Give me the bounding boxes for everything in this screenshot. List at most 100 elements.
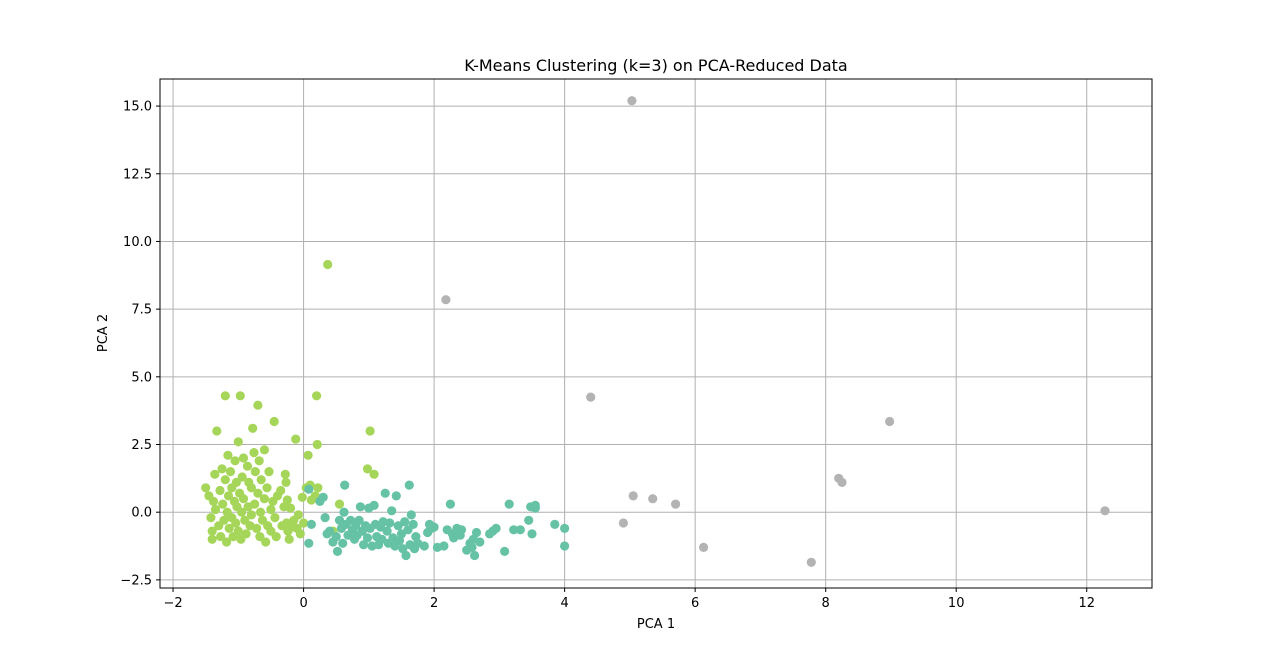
x-tick-label: 8 [822, 596, 830, 611]
data-point [281, 477, 291, 487]
data-point [252, 523, 262, 534]
data-point [318, 492, 328, 502]
data-point [246, 510, 256, 520]
data-point [509, 525, 519, 535]
data-point [238, 453, 249, 463]
data-point [339, 507, 349, 517]
data-point [475, 537, 485, 547]
data-point [238, 494, 249, 504]
data-point [524, 515, 534, 525]
data-point [306, 519, 316, 530]
data-point [627, 96, 637, 106]
data-point [212, 426, 222, 436]
data-point [380, 488, 390, 498]
data-point [285, 503, 296, 513]
data-point [299, 518, 309, 528]
data-point [303, 450, 313, 460]
x-tick-label: 12 [1078, 596, 1095, 611]
data-point [530, 503, 540, 513]
data-point [586, 392, 596, 402]
data-point [387, 506, 397, 516]
data-point [439, 541, 449, 551]
data-point [280, 469, 290, 479]
data-point [230, 456, 240, 466]
data-point [408, 519, 418, 530]
data-point [255, 507, 266, 517]
data-point [355, 502, 365, 512]
data-point [233, 437, 243, 447]
data-point [369, 500, 379, 510]
data-point [806, 557, 816, 567]
data-point [297, 492, 307, 502]
data-point [231, 477, 241, 487]
x-tick-label: 2 [430, 596, 438, 611]
data-point [340, 480, 350, 490]
cluster-series-0 [201, 259, 379, 547]
grid-lines [160, 79, 1152, 588]
data-point [323, 259, 333, 270]
data-point [271, 532, 281, 542]
data-point [259, 445, 269, 455]
y-tick-label: 12.5 [123, 167, 152, 182]
data-point [885, 416, 895, 427]
data-point [253, 488, 263, 498]
data-point [504, 499, 514, 509]
data-point [515, 525, 525, 535]
data-point [259, 494, 269, 504]
data-point [359, 540, 369, 550]
data-point [391, 491, 401, 501]
data-point [237, 507, 247, 517]
data-point [293, 510, 303, 520]
data-point [365, 426, 375, 436]
data-point [491, 523, 501, 534]
y-tick-label: 7.5 [131, 303, 152, 318]
data-point [217, 464, 227, 474]
x-axis-label: PCA 1 [637, 617, 675, 632]
data-point [201, 483, 211, 493]
data-point [262, 483, 272, 493]
data-point [249, 448, 259, 458]
data-point [471, 527, 482, 538]
data-point [220, 475, 230, 485]
data-point [222, 537, 232, 547]
data-point [671, 499, 681, 509]
data-point [264, 467, 274, 477]
data-point [369, 469, 379, 479]
data-point [235, 391, 245, 401]
data-point [241, 529, 251, 539]
data-point [550, 519, 560, 530]
x-tick-label: 10 [948, 596, 965, 611]
data-point [332, 546, 343, 557]
data-point [354, 515, 364, 525]
data-point [231, 518, 241, 528]
data-point [242, 461, 253, 471]
data-point [282, 495, 292, 505]
data-point [256, 475, 266, 485]
data-point [250, 467, 260, 477]
data-point [216, 532, 226, 542]
data-point [261, 537, 271, 547]
y-axis-label: PCA 2 [96, 314, 111, 352]
data-point [648, 494, 658, 504]
data-point [618, 518, 629, 528]
data-point [560, 541, 570, 551]
y-tick-label: 10.0 [123, 235, 152, 250]
data-point [325, 526, 335, 536]
data-point [456, 525, 467, 535]
data-points [201, 96, 1110, 567]
axis-ticks: −2 0 2 4 6 8 10 12 −2.5 0.0 2.5 5.0 7.5 10.0 12.5 15.0 [120, 100, 1095, 611]
plot-area-frame [159, 78, 1153, 589]
y-tick-label: −2.5 [120, 573, 152, 588]
data-point [445, 499, 455, 509]
data-point [266, 504, 276, 515]
data-point [401, 550, 411, 561]
data-point [527, 529, 537, 539]
data-point [699, 542, 709, 553]
cluster-series-1 [304, 480, 570, 561]
data-point [331, 532, 341, 542]
data-point [223, 491, 234, 501]
data-point [237, 472, 247, 482]
data-point [269, 416, 279, 427]
data-point [248, 423, 258, 433]
